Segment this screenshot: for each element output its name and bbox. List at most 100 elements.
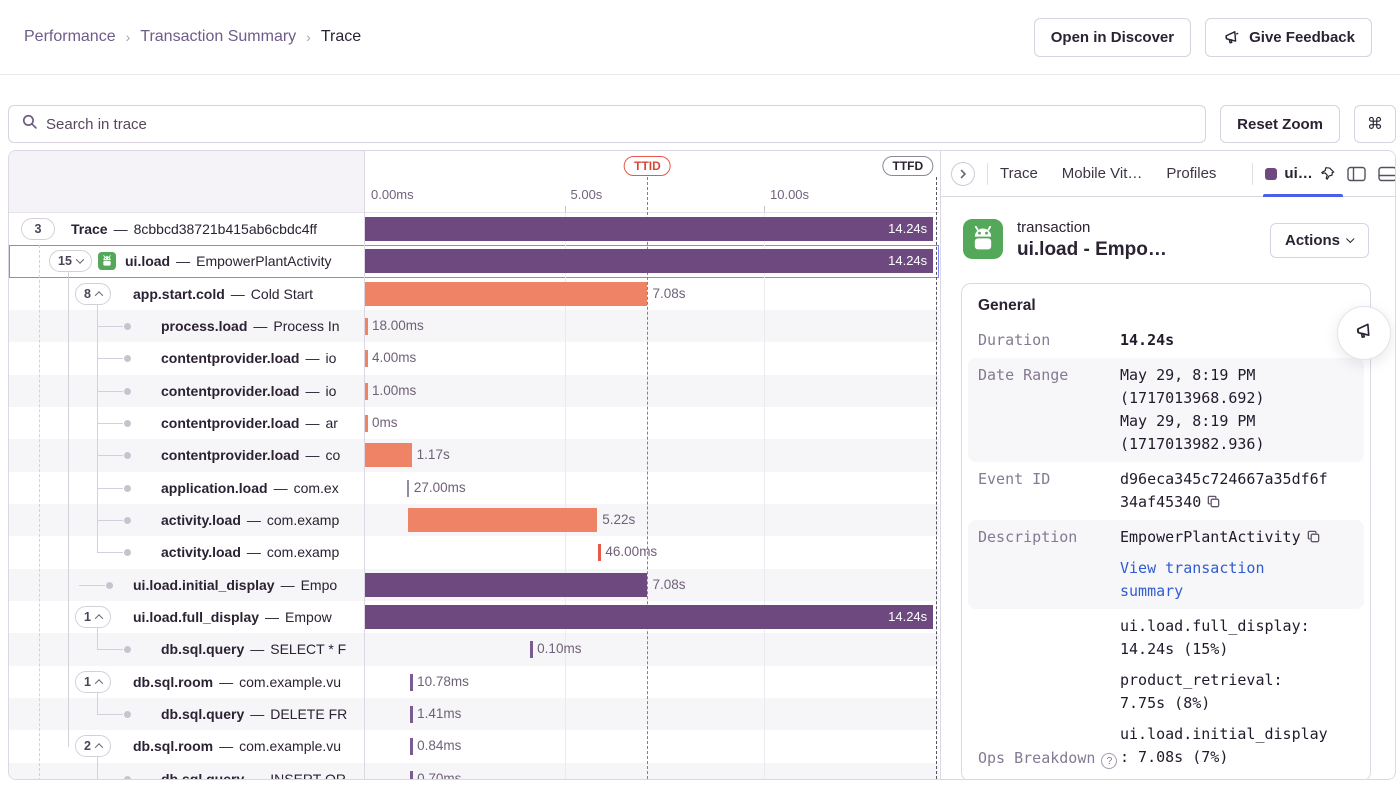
tree-connector [97,649,123,651]
general-section-title: General [978,297,1036,314]
copy-icon[interactable] [1206,494,1221,509]
span-bar[interactable]: 14.24s [365,604,934,629]
span-name: db.sql.room — com.example.vu [133,673,342,690]
breadcrumb-transaction-summary[interactable]: Transaction Summary [140,28,297,45]
tab-mobilevit[interactable]: Mobile Vit… [1061,165,1143,182]
tab-trace[interactable]: Trace [1000,165,1038,182]
trace-detail-panel: Trace Mobile Vit… Profiles ui… [940,151,1395,779]
span-count-badge[interactable]: 1 [75,670,111,693]
span-duration-label: 18.00ms [372,317,424,333]
span-bar[interactable] [365,443,412,468]
view-transaction-summary-link[interactable]: View transaction summary [1120,559,1265,600]
breadcrumb-performance[interactable]: Performance [24,28,116,45]
layout-bottom-panel-icon[interactable] [1378,166,1395,182]
span-bar[interactable]: 14.24s [365,217,934,241]
span-bar[interactable] [408,507,598,532]
tree-connector [79,584,105,586]
trace-row[interactable]: contentprovider.load — co 1.17s [9,439,939,472]
trace-search[interactable] [8,105,1207,143]
trace-row[interactable]: db.sql.query — INSERT OR 0.70ms [9,762,939,779]
panel-tabs: Trace Mobile Vit… Profiles ui… [941,151,1395,197]
tree-connector [97,390,123,392]
copy-icon[interactable] [1306,529,1321,544]
span-name: db.sql.room — com.example.vu [133,738,342,755]
trace-row[interactable]: 1 ui.load.full_display — Empow 14.24s [9,601,939,633]
tab-ui[interactable]: ui… [1263,151,1343,197]
search-icon [21,113,38,135]
detail-value: d96eca345c724667a35df6f34af45340 [1120,470,1328,511]
span-count-badge[interactable]: 2 [75,735,111,758]
tab-profiles[interactable]: Profiles [1166,165,1217,182]
actions-button[interactable]: Actions [1269,223,1369,258]
span-count-badge[interactable]: 8 [75,282,111,305]
tabs-divider [987,162,988,185]
trace-row[interactable]: activity.load — com.examp 46.00ms [9,536,939,568]
span-tick[interactable] [410,738,413,756]
trace-row[interactable]: contentprovider.load — io 1.00ms [9,374,939,407]
span-tick[interactable] [365,317,368,335]
trace-row[interactable]: db.sql.query — DELETE FR 1.41ms [9,697,939,731]
layout-left-panel-icon[interactable] [1347,166,1366,182]
span-tick[interactable] [365,350,368,368]
trace-row[interactable]: activity.load — com.examp 5.22s [9,503,939,537]
span-tick[interactable] [530,641,533,659]
trace-row[interactable]: application.load — com.ex 27.00ms [9,472,939,504]
ttid-marker-line [647,177,649,779]
span-bar[interactable] [365,572,648,597]
android-icon [98,252,116,271]
detail-row-event-id: Event ID d96eca345c724667a35df6f34af45340 [968,462,1364,520]
span-name: contentprovider.load — ar [161,414,338,431]
trace-row[interactable]: 15 ui.load — EmpowerPlantActivity 14.24s [9,245,939,278]
pin-icon[interactable] [1319,161,1337,187]
span-name: contentprovider.load — co [161,447,341,464]
tree-guide-line [97,692,98,715]
trace-row[interactable]: contentprovider.load — ar 0ms [9,407,939,439]
panel-expand-button[interactable] [951,161,975,186]
span-tick[interactable] [365,382,368,400]
trace-row[interactable]: 1 db.sql.room — com.example.vu 10.78ms [9,666,939,698]
span-duration-label: 5.22s [602,511,636,527]
reset-zoom-button[interactable]: Reset Zoom [1220,105,1340,143]
ttfd-badge[interactable]: TTFD [882,156,934,176]
tabs-divider [1252,162,1254,185]
span-tick[interactable] [406,479,410,497]
axis-tick-label: 5.00s [570,187,603,202]
trace-row[interactable]: 8 app.start.cold — Cold Start 7.08s [9,278,939,310]
span-tick[interactable] [598,544,601,562]
span-tick[interactable] [410,770,413,779]
span-tick[interactable] [365,414,368,432]
span-tick[interactable] [410,673,413,691]
tree-connector [97,552,123,554]
tree-connector [97,455,123,457]
trace-row[interactable]: 2 db.sql.room — com.example.vu 0.84ms [9,730,939,762]
help-icon[interactable]: ? [1101,753,1118,769]
tree-timeline-divider[interactable] [364,151,365,779]
span-bar[interactable] [365,281,648,306]
feedback-floating-button[interactable] [1337,306,1391,360]
detail-row-description: Description EmpowerPlantActivity View tran… [968,520,1364,609]
span-count-badge[interactable]: 1 [75,605,111,628]
trace-row[interactable]: db.sql.query — SELECT * F 0.10ms [9,633,939,666]
open-in-discover-button[interactable]: Open in Discover [1033,17,1192,57]
search-input[interactable] [46,115,1194,133]
tree-bullet [123,452,131,460]
span-tick[interactable] [410,705,413,723]
span-count-badge[interactable]: 3 [21,218,55,240]
command-shortcut-button[interactable]: ⌘ [1354,105,1396,143]
trace-row[interactable]: ui.load.initial_display — Empo 7.08s [9,568,939,601]
trace-row[interactable]: contentprovider.load — io 4.00ms [9,342,939,374]
span-duration-label: 46.00ms [605,544,658,560]
give-feedback-button[interactable]: Give Feedback [1205,17,1372,57]
span-name: db.sql.query — DELETE FR [161,705,348,722]
trace-row[interactable]: 3 Trace —8cbbcd38721b415ab6cbdc4ff 14.24s [9,213,939,245]
gridline [764,213,765,779]
span-bar[interactable]: 14.24s [365,249,934,274]
trace-row[interactable]: process.load — Process In 18.00ms [9,309,939,343]
tree-guide-line [97,305,98,553]
tree-bullet [123,419,131,427]
span-name: Trace —8cbbcd38721b415ab6cbdc4ff [71,221,318,237]
span-count-badge[interactable]: 15 [49,250,92,273]
ttid-badge[interactable]: TTID [624,156,671,176]
span-name: ui.load — EmpowerPlantActivity [125,253,332,270]
detail-label: Date Range [978,366,1069,384]
